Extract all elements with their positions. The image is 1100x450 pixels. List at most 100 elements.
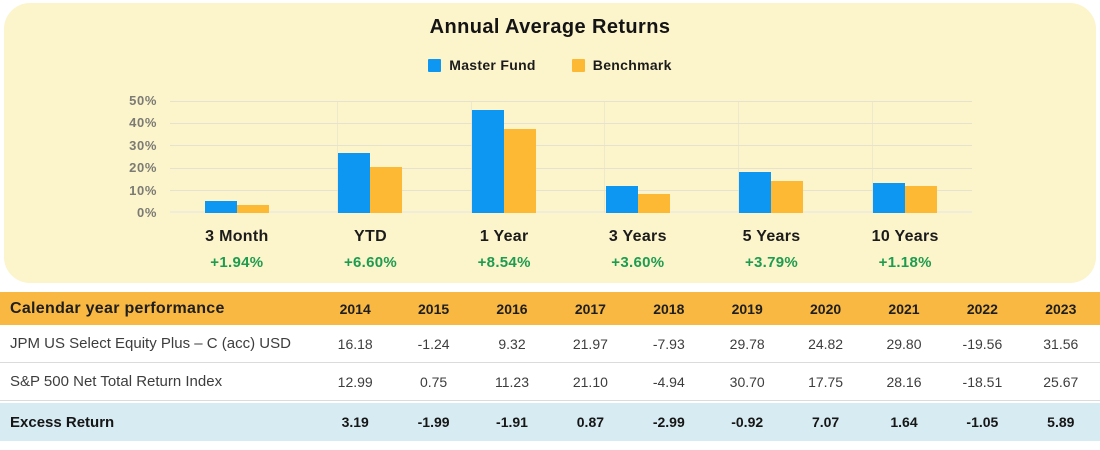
value-cell: 25.67 bbox=[1043, 373, 1079, 390]
bar-master-fund-ytd bbox=[338, 152, 371, 213]
bar-benchmark-10-years bbox=[905, 185, 938, 213]
returns-chart-panel: Annual Average Returns Master Fund Benchm… bbox=[4, 3, 1096, 283]
bar-group-1-year bbox=[437, 101, 571, 213]
category-label: 3 Years bbox=[608, 228, 667, 245]
value-cell: 7.07 bbox=[811, 414, 840, 430]
vertical-gridline-4 bbox=[738, 101, 740, 213]
category-excess-value: +6.60% bbox=[343, 254, 398, 271]
vertical-gridline-5 bbox=[871, 101, 873, 213]
category-excess-value: +1.94% bbox=[210, 254, 264, 271]
bar-master-fund-3-years bbox=[605, 185, 638, 213]
y-tick-label-20pct: 20% bbox=[129, 160, 157, 176]
value-cell: 30.70 bbox=[729, 373, 765, 390]
table-row-excess-return: Excess Return 3.19 -1.99 -1.91 0.87 -2.99 -0.9… bbox=[0, 403, 1100, 441]
value-cell: 3.19 bbox=[341, 414, 369, 430]
y-axis: 0% 10% 20% 30% 40% 50% bbox=[4, 93, 157, 220]
year-column-header-2020: 2020 bbox=[810, 300, 842, 317]
vertical-gridline-2 bbox=[470, 101, 472, 213]
year-column-header-2016: 2016 bbox=[496, 300, 528, 317]
table-header-row: Calendar year performance 2014 2015 2016 20… bbox=[0, 292, 1100, 325]
x-category-ytd: YTD +6.60% bbox=[304, 228, 438, 271]
value-cell: -2.99 bbox=[652, 414, 685, 430]
table-row-jpm-us-select-equity-plus-c-ac: JPM US Select Equity Plus – C (acc) USD 1… bbox=[0, 325, 1100, 363]
value-cell: -19.56 bbox=[962, 335, 1003, 352]
year-column-header-2017: 2017 bbox=[574, 300, 606, 317]
value-cell: 16.18 bbox=[337, 335, 373, 352]
year-column-header-2019: 2019 bbox=[731, 300, 763, 317]
x-category-5-years: 5 Years +3.79% bbox=[705, 228, 839, 271]
vertical-gridline-1 bbox=[337, 101, 339, 213]
chart-legend: Master Fund Benchmark bbox=[4, 57, 1096, 73]
category-label: 10 Years bbox=[871, 228, 939, 245]
value-cell: 9.32 bbox=[498, 335, 526, 352]
value-cell: 12.99 bbox=[337, 373, 373, 390]
category-label: 1 Year bbox=[479, 228, 529, 245]
value-cell: 17.75 bbox=[808, 373, 844, 390]
bar-master-fund-5-years bbox=[739, 172, 772, 213]
category-label: YTD bbox=[354, 228, 387, 245]
chart-title: Annual Average Returns bbox=[429, 16, 671, 38]
bar-group-3-month bbox=[170, 101, 304, 213]
y-tick-label-40pct: 40% bbox=[129, 115, 157, 131]
value-cell: 1.64 bbox=[890, 414, 918, 430]
table-header-title: Calendar year performance bbox=[10, 299, 225, 317]
value-cell: -18.51 bbox=[962, 373, 1003, 390]
value-cell: -4.94 bbox=[652, 373, 685, 390]
x-axis-labels: 3 Month +1.94% YTD +6.60% 1 Year +8.54% 3 Year… bbox=[170, 228, 972, 271]
bar-master-fund-1-year bbox=[472, 110, 505, 213]
year-column-header-2021: 2021 bbox=[888, 300, 920, 317]
year-column-header-2022: 2022 bbox=[966, 300, 998, 317]
calendar-performance-table: Calendar year performance 2014 2015 2016 20… bbox=[0, 292, 1100, 441]
legend-label-benchmark: Benchmark bbox=[592, 57, 672, 73]
category-excess-value: +1.18% bbox=[878, 254, 932, 271]
value-cell: 5.89 bbox=[1047, 414, 1075, 430]
category-excess-value: +8.54% bbox=[477, 254, 531, 271]
year-column-header-2015: 2015 bbox=[418, 300, 450, 317]
gridline-10pct bbox=[170, 190, 972, 192]
legend-label-master-fund: Master Fund bbox=[449, 57, 536, 73]
year-column-header-2014: 2014 bbox=[339, 300, 371, 317]
year-column-header-2018: 2018 bbox=[653, 300, 685, 317]
row-label: JPM US Select Equity Plus – C (acc) USD bbox=[10, 335, 291, 352]
y-tick-label-50pct: 50% bbox=[129, 93, 157, 108]
y-tick-label-0pct: 0% bbox=[137, 205, 157, 220]
value-cell: -1.91 bbox=[496, 414, 528, 430]
x-category-3-month: 3 Month +1.94% bbox=[170, 228, 304, 271]
bar-group-5-years bbox=[705, 101, 839, 213]
bar-benchmark-ytd bbox=[370, 167, 403, 213]
bar-master-fund-3-month bbox=[204, 201, 237, 213]
value-cell: -1.99 bbox=[417, 414, 450, 430]
value-cell: -1.05 bbox=[966, 414, 999, 430]
y-tick-label-10pct: 10% bbox=[129, 182, 157, 198]
bar-benchmark-3-years bbox=[637, 193, 670, 213]
category-excess-value: +3.60% bbox=[611, 254, 665, 271]
gridline-40pct bbox=[170, 122, 972, 124]
bar-benchmark-5-years bbox=[771, 180, 804, 213]
value-cell: 0.87 bbox=[576, 414, 605, 430]
x-category-1-year: 1 Year +8.54% bbox=[437, 228, 571, 271]
category-label: 3 Month bbox=[205, 228, 269, 245]
table-row-s-p-500-net-total-return-index: S&P 500 Net Total Return Index 12.99 0.75 1… bbox=[0, 363, 1100, 401]
value-cell: 29.80 bbox=[886, 335, 922, 352]
value-cell: 29.78 bbox=[729, 335, 765, 352]
bar-group-10-years bbox=[838, 101, 972, 213]
x-category-10-years: 10 Years +1.18% bbox=[838, 228, 972, 271]
bar-benchmark-1-year bbox=[504, 129, 537, 213]
legend-swatch-master-fund-icon bbox=[428, 58, 442, 72]
plot-area bbox=[170, 100, 972, 213]
value-cell: 0.75 bbox=[419, 373, 448, 390]
category-excess-value: +3.79% bbox=[744, 254, 799, 271]
legend-item-master-fund: Master Fund bbox=[428, 57, 536, 73]
value-cell: 21.97 bbox=[572, 335, 608, 352]
vertical-gridline-3 bbox=[604, 101, 606, 213]
row-label: S&P 500 Net Total Return Index bbox=[10, 373, 223, 390]
gridline-50pct bbox=[170, 100, 972, 102]
row-label: Excess Return bbox=[10, 413, 115, 431]
bar-group-ytd bbox=[304, 101, 438, 213]
year-column-header-2023: 2023 bbox=[1045, 300, 1077, 317]
legend-item-benchmark: Benchmark bbox=[571, 57, 672, 73]
value-cell: -1.24 bbox=[417, 335, 450, 352]
value-cell: 31.56 bbox=[1043, 335, 1079, 352]
value-cell: 21.10 bbox=[572, 373, 608, 390]
gridline-20pct bbox=[170, 167, 972, 169]
